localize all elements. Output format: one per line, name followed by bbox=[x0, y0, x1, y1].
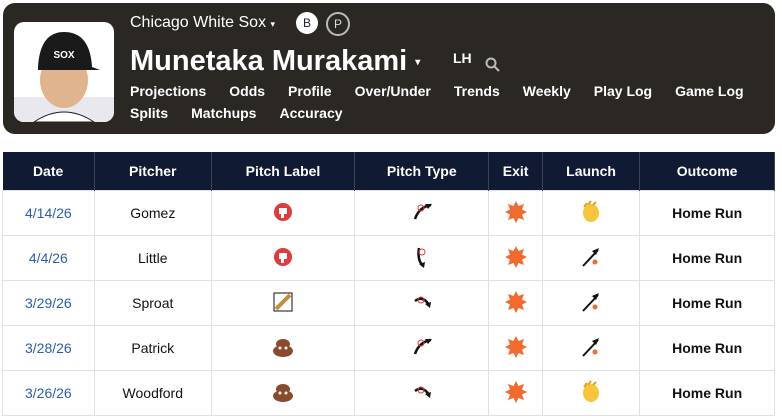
icon-cell bbox=[541, 190, 641, 236]
icon-cell bbox=[354, 190, 490, 236]
pitcher-cell: Patrick bbox=[93, 325, 212, 371]
player-header: SOX Chicago White Sox ▾ B P Munetaka Mur… bbox=[3, 3, 775, 134]
icon bbox=[504, 245, 527, 268]
icon bbox=[273, 247, 292, 266]
pitcher-cell: Gomez bbox=[93, 190, 212, 236]
date-cell[interactable]: 4/14/26 bbox=[2, 190, 95, 236]
icon bbox=[504, 380, 527, 403]
player-name-text: Munetaka Murakami bbox=[130, 45, 408, 77]
icon-cell bbox=[488, 235, 543, 281]
handedness: LH bbox=[453, 50, 472, 66]
nav-link[interactable]: Accuracy bbox=[279, 105, 343, 121]
icon bbox=[583, 379, 600, 402]
header-row: Date Pitcher Pitch Label Pitch Type Exit Laun… bbox=[2, 152, 775, 191]
icon bbox=[273, 202, 292, 221]
column-header[interactable]: Date bbox=[2, 152, 95, 191]
icon bbox=[504, 290, 527, 313]
column-header[interactable]: Launch bbox=[542, 152, 641, 191]
table-row: 3/28/26 Patrick Home Run bbox=[2, 325, 775, 371]
icon-cell bbox=[541, 325, 641, 371]
nav-link[interactable]: Trends bbox=[453, 83, 500, 99]
icon bbox=[413, 338, 432, 354]
table-row: 4/4/26 Little Home Run bbox=[2, 235, 775, 281]
nav-link[interactable]: Odds bbox=[229, 83, 266, 99]
icon bbox=[272, 338, 293, 357]
outcome-cell: Home Run bbox=[639, 235, 775, 281]
icon-cell bbox=[541, 370, 641, 416]
icon-cell bbox=[488, 280, 543, 326]
nav-link[interactable]: Weekly bbox=[522, 83, 571, 99]
outcome-cell: Home Run bbox=[639, 280, 775, 326]
icon-cell bbox=[541, 235, 641, 281]
nav: Projections Odds Profile Over/Under Trends We… bbox=[130, 83, 750, 121]
icon bbox=[273, 292, 293, 311]
date-cell[interactable]: 3/26/26 bbox=[2, 370, 95, 416]
table-row: 4/14/26 Gomez Home Run bbox=[2, 190, 775, 236]
icon-cell bbox=[354, 325, 490, 371]
column-header[interactable]: Outcome bbox=[639, 152, 775, 191]
icon bbox=[504, 200, 527, 223]
icon-cell bbox=[488, 370, 543, 416]
nav-link[interactable]: Matchups bbox=[191, 105, 257, 121]
icon-cell bbox=[210, 235, 356, 281]
icon-cell bbox=[210, 325, 356, 371]
icon bbox=[414, 386, 431, 398]
icon-cell bbox=[541, 280, 641, 326]
photo-art: SOX bbox=[14, 32, 114, 122]
svg-text:SOX: SOX bbox=[53, 50, 74, 61]
badge[interactable]: B bbox=[296, 12, 318, 34]
table-row: 3/29/26 Sproat Home Run bbox=[2, 280, 775, 326]
icon-cell bbox=[210, 280, 356, 326]
nav-link[interactable]: Play Log bbox=[593, 83, 653, 99]
team-selector[interactable]: Chicago White Sox ▾ bbox=[130, 14, 276, 31]
icon-cell bbox=[354, 370, 490, 416]
player-name[interactable]: Munetaka Murakami ▾ bbox=[130, 45, 421, 77]
nav-link[interactable]: Splits bbox=[130, 105, 169, 121]
icon-cell bbox=[210, 190, 356, 236]
date-cell[interactable]: 4/4/26 bbox=[2, 235, 95, 281]
outcome-cell: Home Run bbox=[639, 190, 775, 236]
outcome-cell: Home Run bbox=[639, 325, 775, 371]
icon-cell bbox=[354, 280, 490, 326]
column-header[interactable]: Pitcher bbox=[94, 152, 212, 191]
pitcher-cell: Woodford bbox=[93, 370, 212, 416]
icon bbox=[417, 247, 426, 268]
pitcher-cell: Little bbox=[93, 235, 212, 281]
icon bbox=[413, 203, 432, 219]
column-header[interactable]: Exit bbox=[488, 152, 543, 191]
team-name[interactable]: Chicago White Sox bbox=[130, 14, 267, 31]
badge[interactable]: P bbox=[326, 12, 350, 36]
icon bbox=[582, 247, 600, 267]
search-icon[interactable] bbox=[485, 57, 501, 73]
icon bbox=[414, 296, 431, 308]
icon bbox=[582, 337, 600, 357]
icon bbox=[582, 292, 600, 312]
icon-cell bbox=[488, 190, 543, 236]
table-row: 3/26/26 Woodford Home Run bbox=[2, 370, 775, 416]
column-header[interactable]: Pitch Type bbox=[354, 152, 490, 191]
icon bbox=[504, 335, 527, 358]
icon bbox=[583, 199, 600, 222]
nav-link[interactable]: Profile bbox=[288, 83, 332, 99]
date-cell[interactable]: 3/29/26 bbox=[2, 280, 95, 326]
icon bbox=[272, 383, 293, 402]
icon-cell bbox=[354, 235, 490, 281]
icon-cell bbox=[210, 370, 356, 416]
column-header[interactable]: Pitch Label bbox=[211, 152, 356, 191]
icon-cell bbox=[488, 325, 543, 371]
nav-link[interactable]: Projections bbox=[130, 83, 207, 99]
outcome-cell: Home Run bbox=[639, 370, 775, 416]
nav-link[interactable]: Over/Under bbox=[354, 83, 431, 99]
player-photo: SOX bbox=[14, 22, 114, 122]
play-log-table: Date Pitcher Pitch Label Pitch Type Exit Laun… bbox=[2, 152, 775, 416]
nav-link[interactable]: Game Log bbox=[675, 83, 744, 99]
date-cell[interactable]: 3/28/26 bbox=[2, 325, 95, 371]
pitcher-cell: Sproat bbox=[93, 280, 212, 326]
